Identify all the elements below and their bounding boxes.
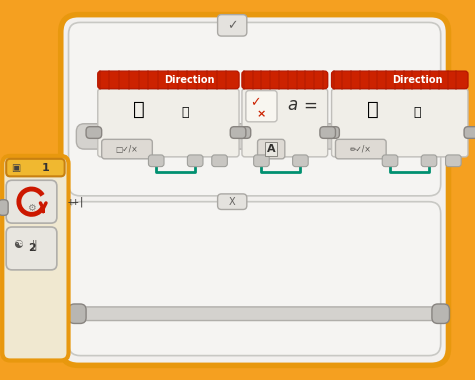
FancyBboxPatch shape [335, 139, 386, 159]
FancyBboxPatch shape [246, 91, 277, 122]
FancyBboxPatch shape [148, 155, 164, 166]
FancyBboxPatch shape [68, 202, 441, 356]
FancyBboxPatch shape [242, 71, 328, 89]
FancyBboxPatch shape [68, 304, 86, 323]
Text: ✓: ✓ [250, 96, 261, 109]
FancyBboxPatch shape [6, 159, 65, 176]
Text: ×: × [257, 109, 266, 119]
Text: Direction: Direction [392, 75, 443, 85]
Text: 🧳: 🧳 [414, 106, 421, 119]
FancyBboxPatch shape [218, 15, 247, 36]
Text: X: X [229, 197, 236, 207]
FancyBboxPatch shape [324, 127, 339, 138]
Text: 🧳: 🧳 [367, 100, 379, 119]
FancyBboxPatch shape [235, 127, 251, 138]
Text: A: A [267, 144, 276, 154]
FancyBboxPatch shape [68, 22, 441, 196]
Text: ▣: ▣ [11, 163, 20, 173]
Text: ☯: ☯ [13, 239, 23, 250]
FancyBboxPatch shape [257, 139, 285, 159]
FancyBboxPatch shape [6, 227, 57, 270]
FancyBboxPatch shape [2, 156, 68, 361]
FancyBboxPatch shape [61, 15, 448, 365]
Text: 🧳: 🧳 [182, 106, 189, 119]
FancyBboxPatch shape [188, 155, 203, 166]
FancyBboxPatch shape [332, 89, 468, 157]
FancyBboxPatch shape [242, 89, 328, 157]
Bar [0, 5, 463, 13]
FancyBboxPatch shape [102, 139, 152, 159]
FancyBboxPatch shape [76, 124, 442, 149]
FancyBboxPatch shape [6, 180, 57, 223]
FancyBboxPatch shape [212, 155, 228, 166]
Text: ✓: ✓ [227, 19, 238, 32]
Text: 2: 2 [28, 244, 36, 253]
Text: ⚙: ⚙ [27, 203, 36, 212]
FancyBboxPatch shape [98, 89, 239, 157]
FancyBboxPatch shape [332, 71, 468, 89]
Text: Direction: Direction [164, 75, 215, 85]
FancyBboxPatch shape [218, 194, 247, 209]
FancyBboxPatch shape [76, 307, 442, 321]
FancyBboxPatch shape [382, 155, 398, 166]
Text: 1: 1 [41, 163, 49, 173]
FancyBboxPatch shape [432, 304, 449, 323]
FancyBboxPatch shape [421, 155, 437, 166]
Text: ✏✓/×: ✏✓/× [350, 144, 371, 154]
Text: □✓/×: □✓/× [116, 144, 138, 154]
FancyBboxPatch shape [254, 155, 269, 166]
Text: 🧳: 🧳 [133, 100, 144, 119]
FancyBboxPatch shape [446, 155, 461, 166]
Text: ++|: ++| [67, 196, 85, 207]
FancyBboxPatch shape [86, 127, 102, 138]
FancyBboxPatch shape [293, 155, 308, 166]
FancyBboxPatch shape [0, 200, 8, 215]
FancyBboxPatch shape [98, 71, 239, 89]
Text: =: = [303, 96, 317, 114]
FancyBboxPatch shape [320, 127, 335, 138]
FancyBboxPatch shape [464, 127, 475, 138]
Text: ||: || [32, 239, 38, 250]
Text: a: a [287, 96, 298, 114]
FancyBboxPatch shape [230, 127, 246, 138]
